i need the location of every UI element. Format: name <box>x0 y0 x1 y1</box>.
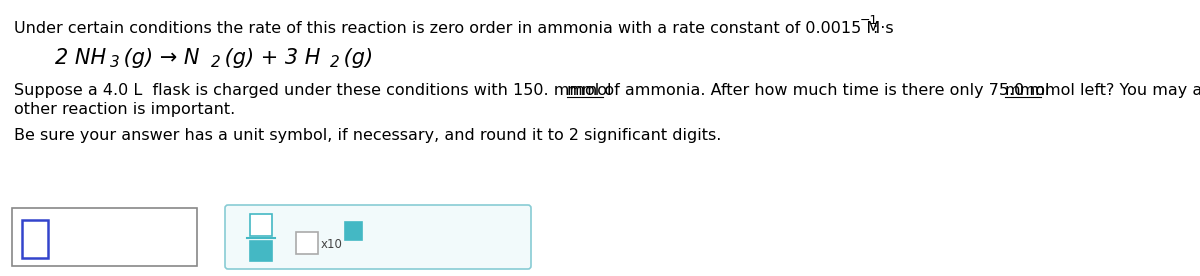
Text: 2: 2 <box>211 55 221 70</box>
Bar <box>250 214 272 236</box>
Text: (g) → N: (g) → N <box>118 48 199 68</box>
Bar <box>250 241 272 261</box>
Text: −1: −1 <box>860 14 878 27</box>
Text: 2: 2 <box>330 55 340 70</box>
Text: 2 NH: 2 NH <box>55 48 107 68</box>
Text: 3: 3 <box>110 55 120 70</box>
Text: (g): (g) <box>337 48 373 68</box>
Text: Suppose a 4.0 L  flask is charged under these conditions with 150. mmol of ammon: Suppose a 4.0 L flask is charged under t… <box>14 83 1200 98</box>
Text: mmol: mmol <box>1006 83 1050 98</box>
Text: Be sure your answer has a unit symbol, if necessary, and round it to 2 significa: Be sure your answer has a unit symbol, i… <box>14 128 721 143</box>
Text: :: : <box>872 21 877 36</box>
Text: Under certain conditions the rate of this reaction is zero order in ammonia with: Under certain conditions the rate of thi… <box>14 21 894 36</box>
Bar <box>346 222 362 240</box>
Text: (g) + 3 H: (g) + 3 H <box>218 48 320 68</box>
Text: mmol: mmol <box>568 83 612 98</box>
Bar <box>22 220 48 258</box>
Bar <box>12 208 197 266</box>
FancyBboxPatch shape <box>226 205 530 269</box>
Text: other reaction is important.: other reaction is important. <box>14 102 235 117</box>
Bar <box>296 232 318 254</box>
Text: x10: x10 <box>322 238 343 251</box>
